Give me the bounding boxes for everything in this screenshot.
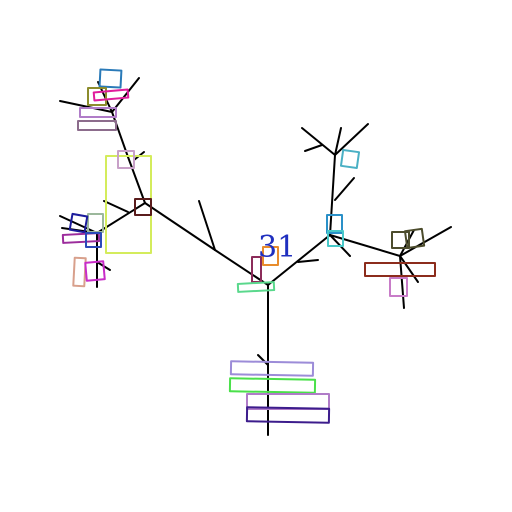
- branch: [59, 100, 113, 113]
- branch: [297, 259, 319, 263]
- mauve-bar: [77, 120, 117, 131]
- orchid-bar: [246, 393, 330, 410]
- branch: [304, 144, 323, 152]
- green-bar: [228, 377, 317, 394]
- branch: [334, 127, 342, 156]
- branch: [144, 202, 216, 251]
- indigo-bar: [245, 406, 331, 424]
- darkolive-square-a: [391, 231, 410, 249]
- branch: [399, 226, 452, 257]
- branch: [399, 255, 405, 309]
- branch: [267, 234, 331, 286]
- brown-bar: [364, 262, 436, 277]
- blue-tall-square: [326, 214, 343, 234]
- blue-small-square: [85, 232, 102, 248]
- branch: [329, 234, 401, 257]
- lilac-bar: [79, 107, 117, 118]
- violet-square: [84, 260, 106, 282]
- purple-bar: [61, 232, 101, 244]
- maroon-square: [134, 198, 152, 216]
- cyan-square: [327, 230, 344, 247]
- branch: [59, 215, 98, 234]
- label-31: 31: [258, 230, 296, 265]
- branch: [198, 200, 216, 251]
- branch: [399, 255, 419, 283]
- branch: [103, 200, 129, 213]
- pink-square: [389, 277, 408, 297]
- salmon-bar: [72, 256, 87, 288]
- branch: [301, 127, 336, 156]
- branch: [329, 154, 336, 236]
- olive-square: [87, 87, 107, 106]
- magenta-bar: [92, 88, 130, 102]
- blue-square: [98, 68, 123, 89]
- branch: [334, 177, 355, 201]
- branch: [111, 111, 129, 158]
- branch: [257, 354, 269, 366]
- teal-square: [339, 148, 361, 170]
- darkolive-square-b: [403, 227, 426, 250]
- navy-square: [68, 212, 89, 234]
- branch: [214, 249, 269, 286]
- orange-square: [262, 246, 279, 266]
- lavender-bar: [229, 360, 315, 377]
- lilac-square: [117, 150, 135, 169]
- branch: [96, 202, 146, 234]
- branch: [127, 156, 146, 204]
- branch: [111, 77, 140, 113]
- branch: [334, 123, 369, 156]
- mint-bar: [236, 281, 276, 293]
